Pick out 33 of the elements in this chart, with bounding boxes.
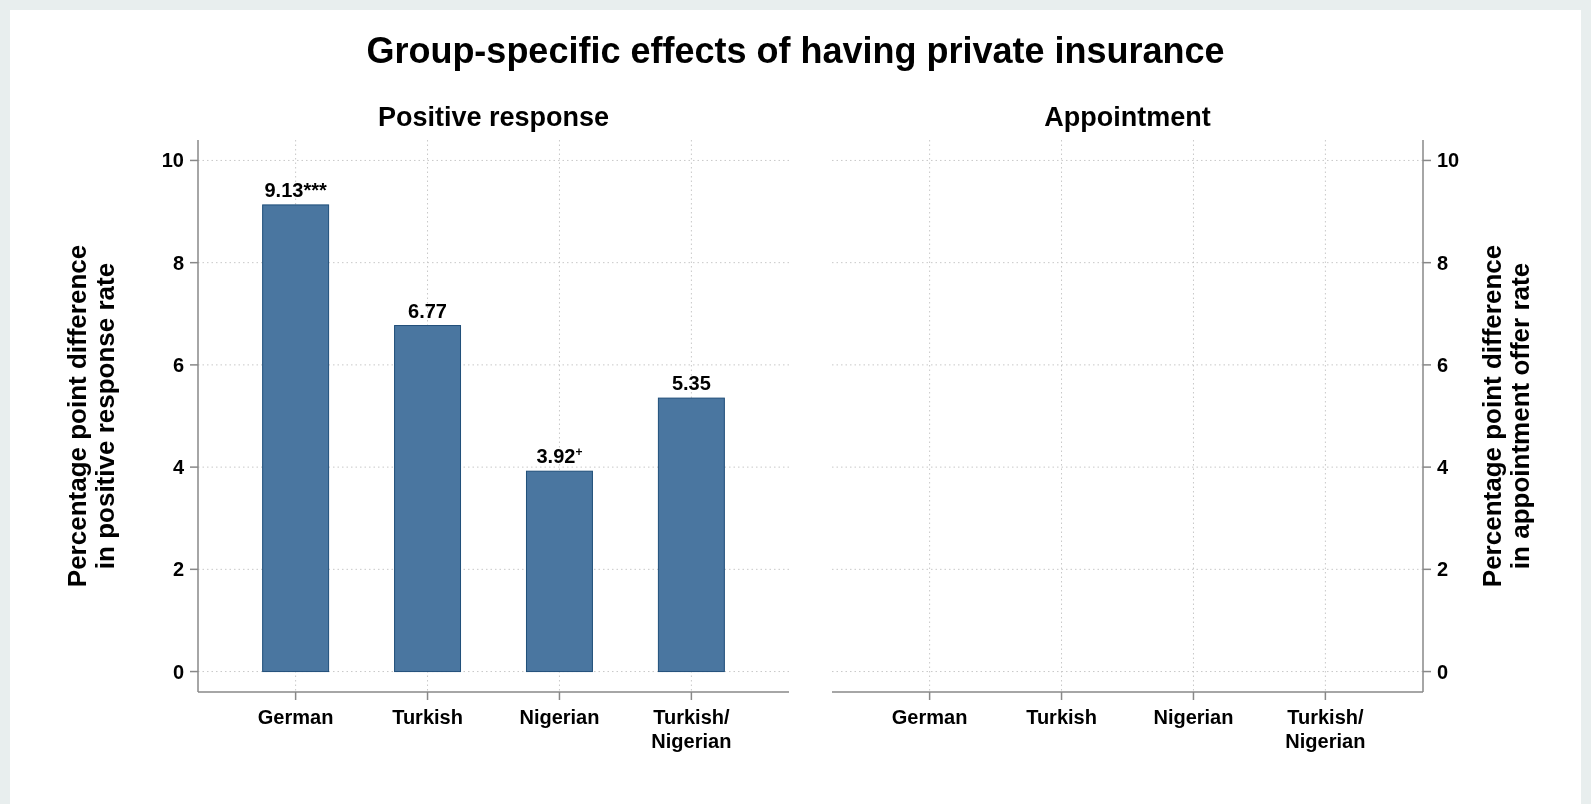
x-tick-label: Turkish xyxy=(1026,706,1097,728)
y-axis-title: Percentage point difference in positive response rate xyxy=(62,244,120,588)
bar xyxy=(657,397,725,673)
chart-subtitle: Positive response xyxy=(377,102,610,132)
y2-tick-label: 0 xyxy=(1437,660,1449,683)
y-tick-label: 2 xyxy=(172,558,184,581)
x-tick-label: German xyxy=(891,706,968,728)
bar xyxy=(394,325,462,673)
y2-tick-label: 4 xyxy=(1437,456,1449,479)
x-tick-label: Turkish xyxy=(392,706,463,728)
y2-axis-title: Percentage point difference in appointment offer rate xyxy=(1477,244,1535,588)
y2-tick-label: 10 xyxy=(1437,149,1460,172)
x-tick-label: Turkish/ Nigerian xyxy=(1285,706,1366,752)
y2-tick-label: 2 xyxy=(1437,558,1449,581)
y2-tick-label: 8 xyxy=(1437,251,1449,274)
data-label: 3.92$^{+}$ xyxy=(536,445,583,468)
y2-tick-label: 6 xyxy=(1437,353,1449,376)
y-tick-label: 0 xyxy=(172,660,184,683)
data-label: 5.35 xyxy=(671,372,711,395)
data-label: 6.77 xyxy=(408,299,448,322)
x-tick-label: Nigerian xyxy=(1153,706,1234,728)
y-tick-label: 6 xyxy=(172,353,184,376)
bar xyxy=(525,470,593,673)
y-tick-label: 8 xyxy=(172,251,184,274)
x-tick-label: German xyxy=(257,706,334,728)
chart-title: Group-specific effects of having private insurance xyxy=(366,30,1225,71)
y-tick-label: 10 xyxy=(161,149,184,172)
y-tick-label: 4 xyxy=(172,456,185,479)
x-tick-label: Nigerian xyxy=(519,706,600,728)
x-tick-label: Turkish/ Nigerian xyxy=(651,706,732,752)
data-label: 9.13*** xyxy=(264,178,327,201)
chart-subtitle: Appointment xyxy=(1044,102,1211,132)
bar xyxy=(262,204,330,673)
